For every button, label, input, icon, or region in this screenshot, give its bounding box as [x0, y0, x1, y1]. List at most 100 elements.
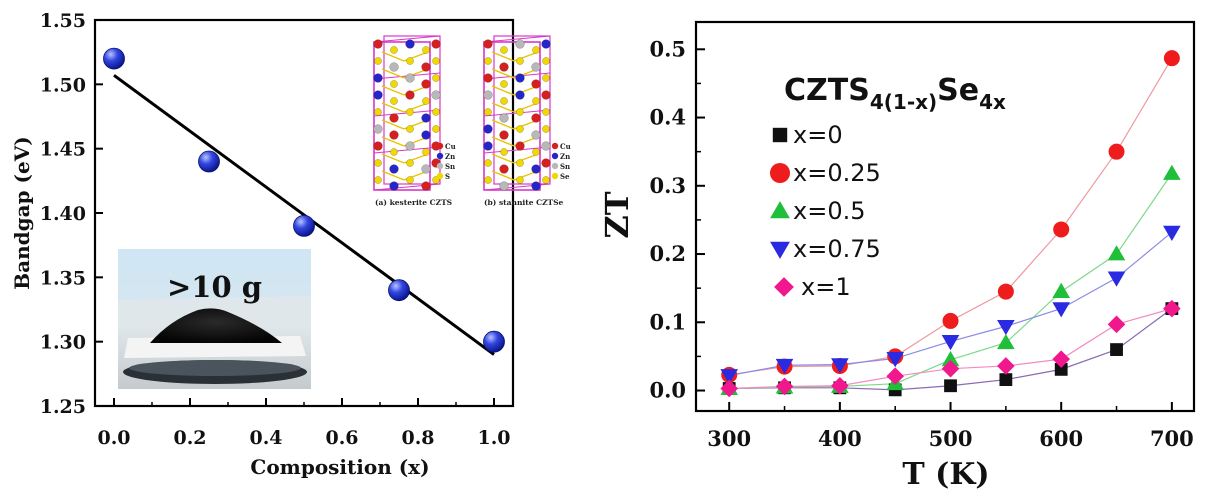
- legend-marker: [770, 201, 790, 219]
- zt-point: [944, 379, 957, 393]
- zt-point: [1054, 362, 1068, 376]
- left-y-tick-label: 1.45: [40, 139, 86, 161]
- zt-point: [941, 334, 960, 351]
- right-x-tick-label: 600: [1039, 426, 1083, 451]
- right-legend: x=0 x=0.25 x=0.5 x=0.75 x=1: [770, 121, 881, 301]
- right-y-tick-label: 0.4: [649, 105, 686, 130]
- atom-legend-label: Zn: [560, 152, 570, 161]
- structure-caption: (a) kesterite CZTS: [375, 198, 452, 207]
- zt-point: [997, 333, 1015, 350]
- zt-point: [886, 352, 904, 368]
- left-x-tick-label: 0.0: [97, 427, 130, 449]
- left-x-tick-label: 0.6: [325, 427, 358, 449]
- zt-point: [997, 283, 1014, 300]
- left-x-tick-label: 0.8: [401, 427, 434, 449]
- left-y-tick-label: 1.35: [40, 267, 86, 289]
- left-y-axis-label: Bandgap (eV): [10, 136, 34, 289]
- legend-marker: [772, 127, 788, 143]
- atom-legend-label: Se: [560, 172, 570, 181]
- zt-point: [775, 358, 794, 375]
- zt-point: [775, 377, 794, 396]
- legend-marker: [774, 277, 794, 297]
- zt-point: [831, 376, 849, 395]
- left-y-tick-label: 1.30: [40, 332, 86, 354]
- atom-legend-swatch: [551, 162, 559, 170]
- left-x-axis-label: Composition (x): [250, 455, 429, 479]
- right-x-tick-label: 500: [929, 426, 973, 451]
- left-y-tick-label: 1.25: [40, 396, 86, 418]
- right-y-tick-label: 0.5: [649, 36, 686, 61]
- bandgap-point: [388, 279, 410, 302]
- right-y-tick-label: 0.2: [649, 241, 686, 266]
- left-y-tick-labels: 1.25 1.30 1.35 1.40 1.45 1.50 1.55: [40, 10, 86, 418]
- zt-point: [941, 351, 960, 367]
- unit-cell-drawing: [483, 35, 551, 191]
- atom-legend-swatch: [436, 142, 444, 150]
- legend-label: x=1: [801, 273, 851, 301]
- atom-legend-label: Sn: [560, 162, 570, 171]
- zt-series-markers: [720, 50, 1181, 398]
- atom-legend-swatch: [436, 162, 444, 170]
- right-x-tick-label: 700: [1150, 426, 1194, 451]
- zt-point: [941, 359, 960, 378]
- legend-marker: [770, 241, 790, 259]
- right-x-tick-labels: 300 400 500 600 700: [707, 426, 1194, 451]
- inset-photo-label: >10 g: [167, 270, 262, 304]
- zt-point: [1052, 282, 1070, 298]
- right-y-tick-label: 0.0: [649, 378, 686, 403]
- left-x-tick-label: 0.2: [173, 427, 206, 449]
- legend-marker: [770, 163, 790, 183]
- atom-legend-label: Zn: [445, 152, 455, 161]
- zt-point: [1052, 350, 1070, 368]
- right-y-tick-label: 0.3: [649, 173, 686, 198]
- composition-annotation: CZTS4(1-x)Se4x: [784, 73, 1006, 114]
- zt-point: [1108, 143, 1125, 160]
- left-panel: 0.0 0.2 0.4 0.6 0.8 1.0 1.251.301.351.401.451…: [10, 10, 571, 479]
- atom-legend-label: S: [445, 172, 450, 181]
- bandgap-point: [293, 214, 315, 237]
- left-y-tick-label: 1.55: [40, 10, 86, 32]
- atom-legend-swatch: [551, 172, 559, 180]
- zt-point: [942, 312, 959, 329]
- zt-point: [1110, 343, 1123, 356]
- atom-legend-swatch: [436, 152, 444, 160]
- right-x-tick-label: 300: [707, 426, 751, 451]
- zt-point: [886, 367, 904, 385]
- right-y-tick-label: 0.1: [649, 309, 686, 334]
- zt-point: [1163, 299, 1181, 318]
- linear-fit-line: [113, 74, 495, 356]
- left-axis-ticks: [95, 19, 495, 407]
- bandgap-points: [103, 47, 505, 353]
- right-x-tick-label: 400: [818, 426, 862, 451]
- zt-point: [1053, 221, 1070, 238]
- inset-photo: >10 g: [118, 249, 311, 389]
- zt-point: [1107, 271, 1126, 287]
- bandgap-point: [198, 150, 220, 173]
- left-y-tick-label: 1.40: [40, 203, 86, 225]
- right-y-axis-label: ZT: [598, 191, 636, 238]
- atom-legend-label: Sn: [445, 162, 455, 171]
- left-y-tick-label: 1.50: [40, 74, 86, 96]
- right-plot-frame: [694, 20, 1196, 413]
- zt-point: [1107, 245, 1126, 261]
- right-axis-ticks: [696, 48, 1173, 411]
- zt-point: [1107, 315, 1126, 334]
- bandgap-point: [483, 330, 505, 353]
- legend-label: x=0: [793, 121, 843, 149]
- left-x-tick-labels: 0.0 0.2 0.4 0.6 0.8 1.0: [97, 427, 510, 449]
- atom-legend-label: Cu: [445, 142, 456, 151]
- legend-label: x=0.25: [793, 159, 881, 187]
- atom-legend-swatch: [551, 152, 559, 160]
- atom-legend-label: Cu: [560, 142, 571, 151]
- atom-legend-swatch: [436, 172, 444, 180]
- zt-point: [997, 357, 1015, 375]
- zt-point: [720, 369, 738, 385]
- zt-point: [1163, 50, 1180, 67]
- zt-point: [999, 373, 1013, 387]
- left-x-tick-label: 0.4: [249, 427, 282, 449]
- legend-label: x=0.75: [793, 235, 881, 263]
- right-y-tick-labels: 0.0 0.1 0.2 0.3 0.4 0.5: [649, 36, 686, 402]
- zt-point: [1052, 302, 1070, 318]
